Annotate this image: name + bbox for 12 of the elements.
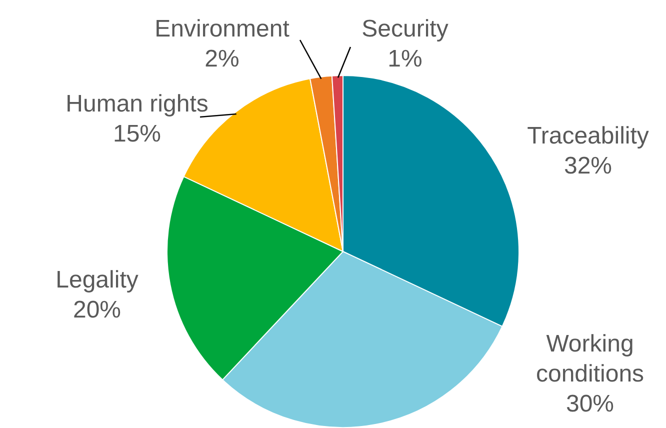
data-label: 2% xyxy=(204,46,240,73)
slice-label: Traceability xyxy=(527,122,649,150)
data-label: 15% xyxy=(112,120,162,148)
data-label: 20% xyxy=(72,296,122,324)
slice-label: Legality xyxy=(56,266,138,294)
data-label: 30% xyxy=(566,390,614,418)
data-label: 32% xyxy=(564,152,612,180)
slice-label: Environment xyxy=(154,16,290,43)
slice-label: Human rights xyxy=(66,90,208,118)
slice-label: Working conditions xyxy=(536,330,644,388)
data-label: 1% xyxy=(388,46,422,73)
slice-label: Security xyxy=(362,16,448,43)
